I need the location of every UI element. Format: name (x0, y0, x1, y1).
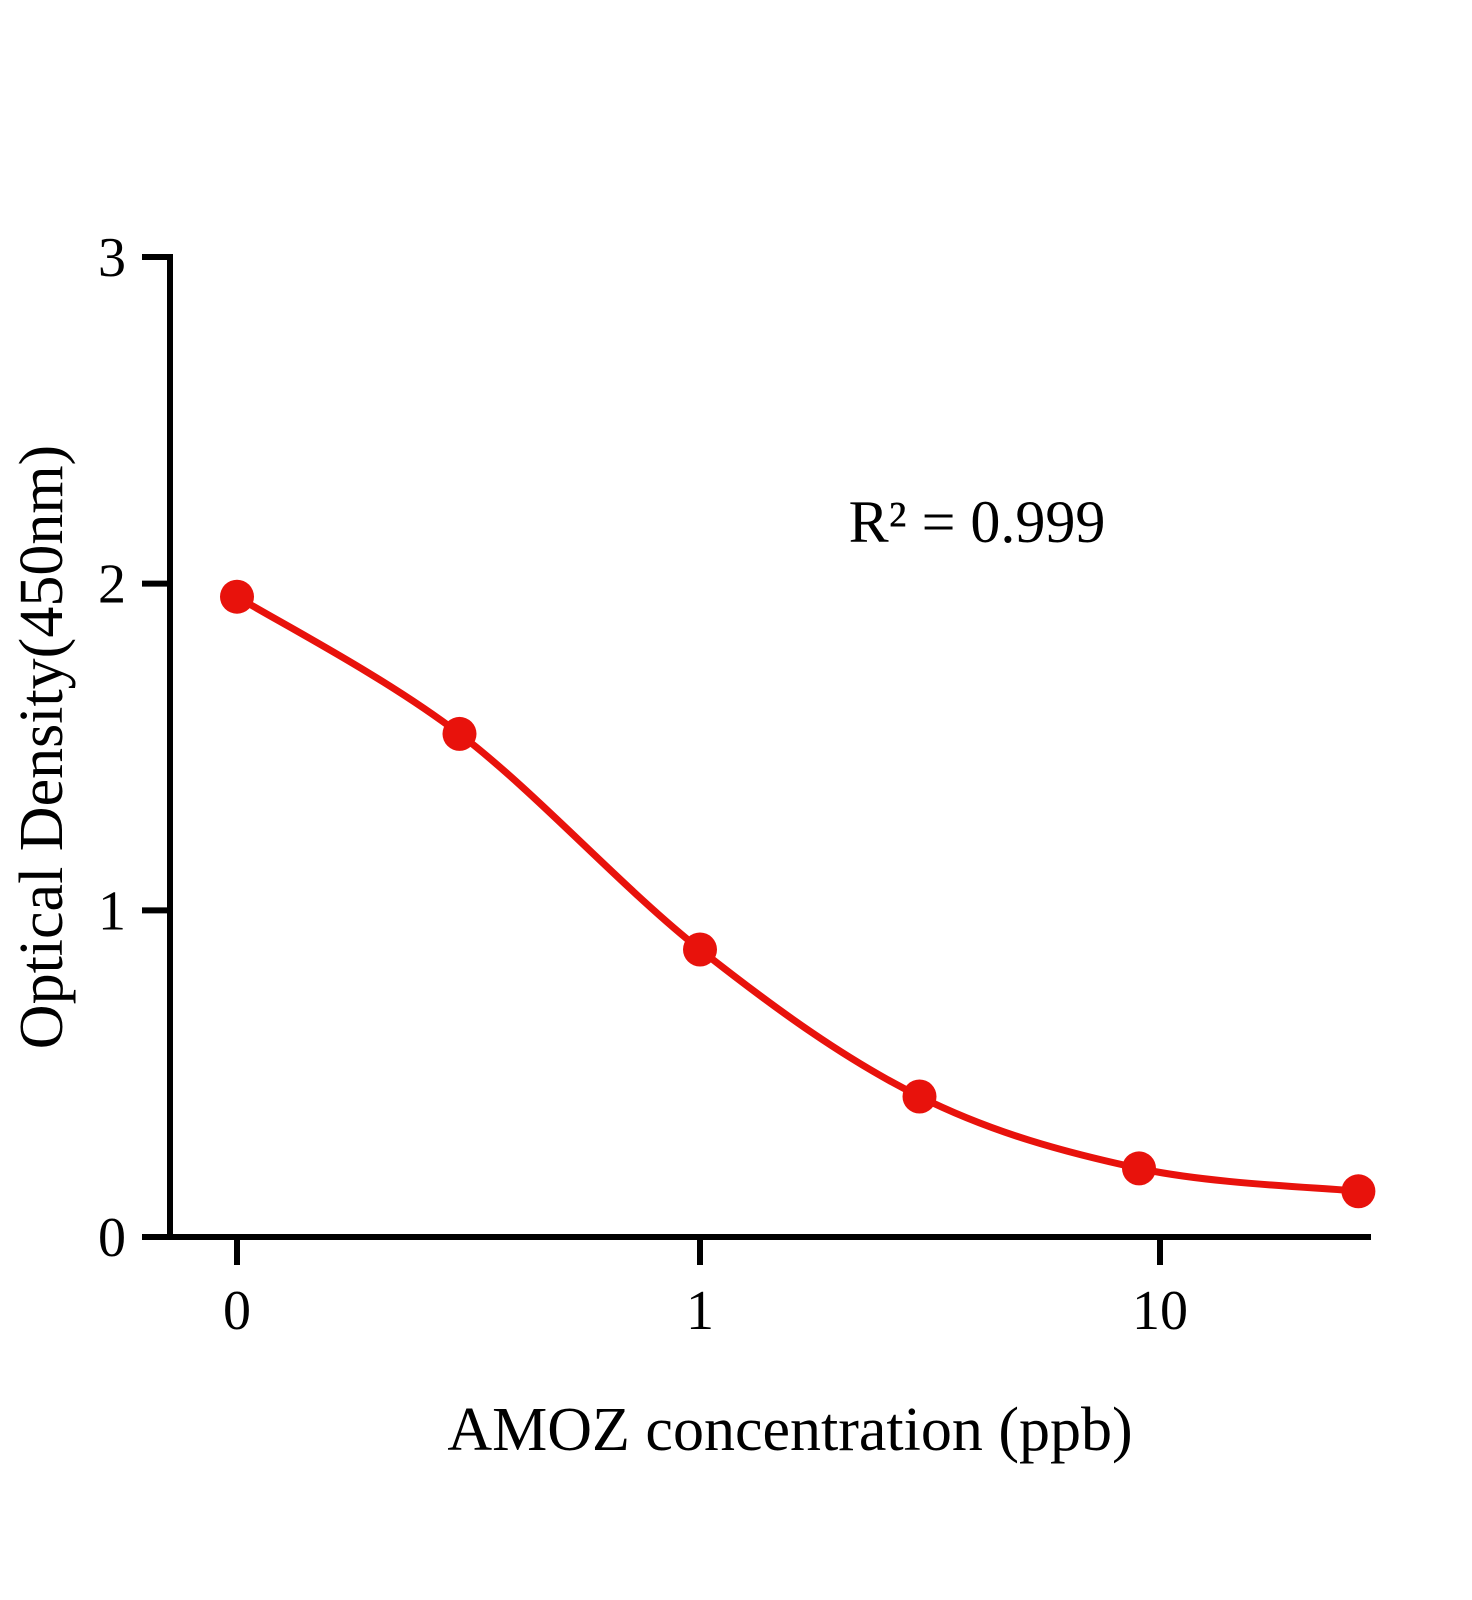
x-tick-label: 10 (1132, 1280, 1188, 1342)
data-point (1122, 1151, 1156, 1186)
y-tick-label: 1 (98, 880, 126, 942)
axes (167, 254, 1371, 1240)
axis-ticks: 0 1 10 0 1 2 3 (98, 227, 1188, 1342)
y-tick-label: 3 (98, 227, 126, 289)
y-axis-title: Optical Density(450nm) (8, 445, 76, 1049)
r-squared-annotation: R² = 0.999 (849, 489, 1106, 555)
x-axis-title: AMOZ concentration (ppb) (447, 1396, 1132, 1464)
data-point (902, 1079, 937, 1114)
x-tick-label: 0 (223, 1280, 251, 1342)
data-point (1341, 1174, 1376, 1209)
curve-line (233, 593, 1362, 1195)
x-tick-label: 1 (686, 1280, 714, 1342)
data-point (683, 932, 717, 967)
data-series (220, 579, 1376, 1209)
data-point (220, 579, 254, 614)
y-tick-label: 0 (98, 1207, 126, 1269)
y-tick-label: 2 (98, 554, 126, 616)
data-point (442, 716, 477, 751)
